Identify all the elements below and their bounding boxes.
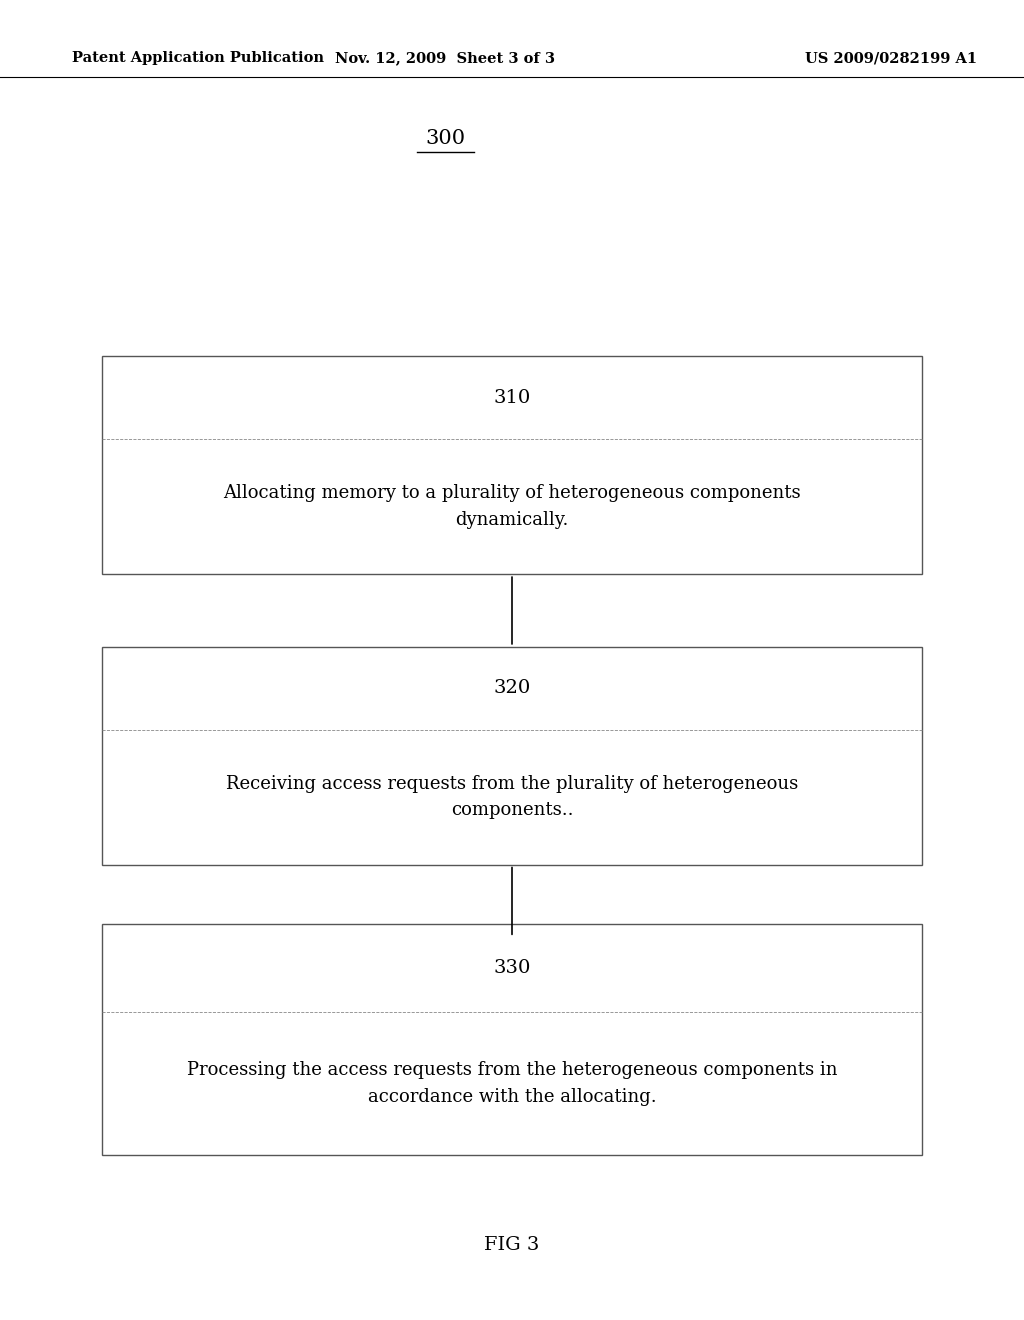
Text: US 2009/0282199 A1: US 2009/0282199 A1	[805, 51, 977, 65]
Bar	[102, 356, 922, 574]
Text: 300: 300	[425, 129, 466, 148]
Text: Patent Application Publication: Patent Application Publication	[72, 51, 324, 65]
Text: 330: 330	[494, 958, 530, 977]
Text: FIG 3: FIG 3	[484, 1236, 540, 1254]
Bar	[102, 647, 922, 865]
Text: 320: 320	[494, 680, 530, 697]
Text: Receiving access requests from the plurality of heterogeneous
components..: Receiving access requests from the plura…	[226, 775, 798, 820]
Text: Nov. 12, 2009  Sheet 3 of 3: Nov. 12, 2009 Sheet 3 of 3	[336, 51, 555, 65]
Text: Processing the access requests from the heterogeneous components in
accordance w: Processing the access requests from the …	[186, 1061, 838, 1106]
Text: Allocating memory to a plurality of heterogeneous components
dynamically.: Allocating memory to a plurality of hete…	[223, 484, 801, 529]
Text: 310: 310	[494, 389, 530, 407]
Bar	[102, 924, 922, 1155]
